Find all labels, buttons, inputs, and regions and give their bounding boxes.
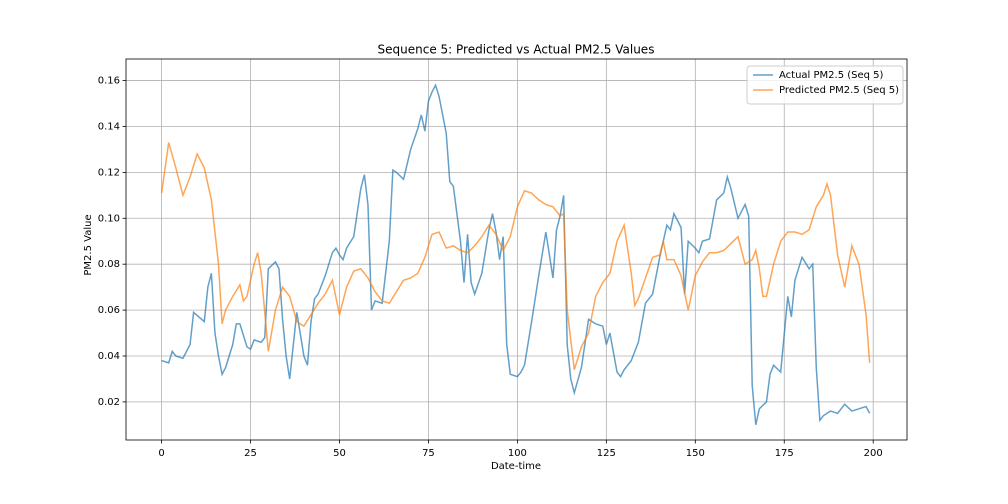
- x-axis-label: Date-time: [491, 461, 541, 472]
- y-axis-label: PM2.5 Value: [83, 214, 94, 275]
- x-tick-label: 150: [686, 448, 705, 459]
- y-tick-label: 0.12: [98, 167, 120, 178]
- y-tick-label: 0.10: [98, 213, 120, 224]
- y-tick-label: 0.16: [98, 76, 120, 87]
- legend-label: Actual PM2.5 (Seq 5): [779, 70, 884, 81]
- x-tick-label: 75: [422, 448, 435, 459]
- plot-frame: [125, 58, 908, 441]
- y-tick-label: 0.06: [98, 305, 120, 316]
- y-tick-label: 0.02: [98, 397, 120, 408]
- x-tick-label: 50: [333, 448, 346, 459]
- y-tick-label: 0.04: [98, 351, 120, 362]
- x-tick-label: 125: [597, 448, 616, 459]
- data-line: [160, 142, 871, 370]
- y-tick-label: 0.08: [98, 259, 120, 270]
- chart-title: Sequence 5: Predicted vs Actual PM2.5 Va…: [378, 43, 655, 57]
- x-tick-label: 25: [244, 448, 257, 459]
- x-tick-label: 100: [508, 448, 527, 459]
- x-tick-label: 175: [775, 448, 794, 459]
- legend-label: Predicted PM2.5 (Seq 5): [779, 85, 899, 96]
- y-tick-label: 0.14: [98, 121, 120, 132]
- x-tick-label: 0: [158, 448, 164, 459]
- data-line: [161, 83, 871, 426]
- legend-box: [746, 65, 904, 105]
- x-tick-label: 200: [864, 448, 883, 459]
- legend: Actual PM2.5 (Seq 5) Predicted PM2.5 (Seq…: [746, 65, 904, 105]
